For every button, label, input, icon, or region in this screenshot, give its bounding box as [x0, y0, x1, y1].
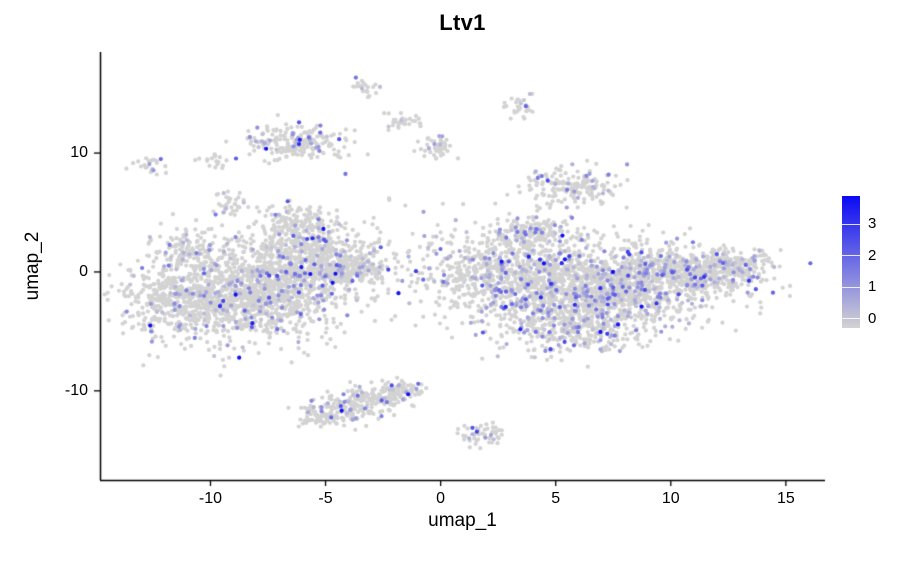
y-tick-label: 0 [79, 262, 88, 280]
x-tick-label: 10 [661, 490, 680, 507]
colorbar-tick-mark [842, 318, 860, 320]
colorbar-tick-label: 1 [868, 278, 877, 296]
y-tick-label: 10 [70, 144, 88, 162]
colorbar-tick-mark [842, 255, 860, 257]
x-tick-label: 15 [776, 490, 795, 507]
y-tick-label: -10 [64, 381, 88, 399]
expression-colorbar: 0 1 2 3 [842, 196, 900, 328]
x-tick-label: -10 [198, 490, 223, 507]
colorbar-gradient [842, 196, 860, 328]
colorbar-tick-label: 3 [868, 215, 877, 233]
colorbar-tick-label: 0 [868, 309, 877, 327]
x-tick-label: 0 [436, 490, 446, 507]
colorbar-tick-mark [842, 223, 860, 225]
plot-title: Ltv1 [439, 10, 486, 35]
x-tick-label: 5 [551, 490, 561, 507]
x-tick-label: -5 [318, 490, 333, 507]
x-axis-title: umap_1 [428, 510, 497, 531]
colorbar-tick-mark [842, 286, 860, 288]
colorbar-tick-label: 2 [868, 246, 877, 264]
